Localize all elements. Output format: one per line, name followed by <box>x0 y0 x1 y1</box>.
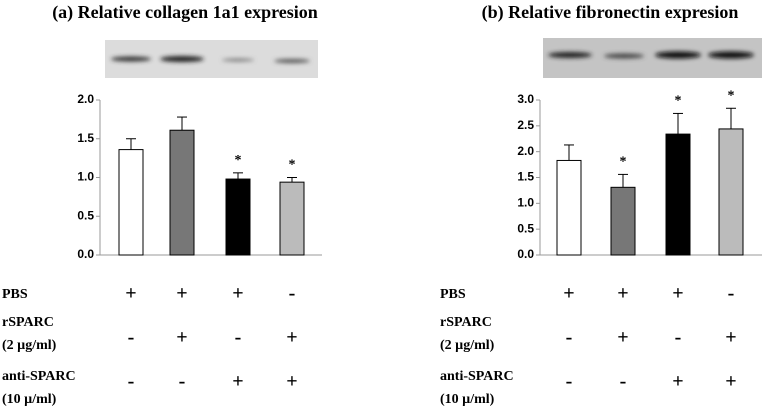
treatment-label: (2 µg/ml) <box>440 338 495 353</box>
treatment-label: (2 µg/ml) <box>2 338 57 353</box>
significance-mark: * <box>235 153 242 168</box>
treatment-sign: + <box>617 283 628 305</box>
chart-title: (b) Relative fibronectin expresion <box>482 2 739 23</box>
bar <box>225 178 251 256</box>
bar <box>665 133 691 256</box>
significance-mark: * <box>675 94 682 109</box>
blot-a <box>105 40 318 78</box>
treatment-label: anti-SPARC <box>2 369 76 384</box>
treatment-sign: + <box>725 327 736 349</box>
treatment-sign: + <box>672 371 683 393</box>
y-tick-label: 0.5 <box>77 208 94 222</box>
treatment-label: PBS <box>2 287 28 302</box>
treatment-sign: - <box>566 327 573 349</box>
treatment-sign: - <box>235 327 242 349</box>
treatment-sign: + <box>176 283 187 305</box>
treatment-sign: - <box>289 283 296 305</box>
treatment-sign: + <box>725 371 736 393</box>
bar <box>556 159 582 256</box>
treatment-sign: + <box>125 283 136 305</box>
treatment-label: (10 µ/ml) <box>440 392 495 407</box>
bar <box>279 181 305 256</box>
significance-mark: * <box>620 155 627 170</box>
treatment-sign: - <box>728 283 735 305</box>
treatment-sign: - <box>179 371 186 393</box>
treatment-sign: + <box>286 371 297 393</box>
treatment-sign: + <box>617 327 628 349</box>
treatment-sign: + <box>232 283 243 305</box>
treatment-label: PBS <box>440 287 466 302</box>
treatment-sign: + <box>563 283 574 305</box>
bar <box>118 149 144 256</box>
bar <box>169 129 195 256</box>
treatment-label: rSPARC <box>440 315 492 330</box>
treatment-sign: - <box>675 327 682 349</box>
y-tick-label: 2.5 <box>517 118 534 132</box>
y-tick-label: 1.0 <box>517 196 534 210</box>
significance-mark: * <box>289 158 296 173</box>
treatment-sign: + <box>286 327 297 349</box>
y-tick-label: 2.0 <box>517 144 534 158</box>
y-tick-label: 0.0 <box>517 247 534 261</box>
chart-title: (a) Relative collagen 1a1 expresion <box>52 2 318 23</box>
y-tick-label: 0.0 <box>77 247 94 261</box>
y-tick-label: 1.5 <box>77 131 94 145</box>
blot-b <box>543 38 762 78</box>
treatment-sign: - <box>566 371 573 393</box>
y-tick-label: 3.0 <box>517 92 534 106</box>
treatment-label: anti-SPARC <box>440 369 514 384</box>
treatment-sign: - <box>620 371 627 393</box>
y-tick-label: 2.0 <box>77 92 94 106</box>
treatment-sign: - <box>128 327 135 349</box>
treatment-sign: + <box>176 327 187 349</box>
treatment-sign: - <box>128 371 135 393</box>
bar <box>718 128 744 256</box>
bar <box>610 186 636 256</box>
treatment-sign: + <box>672 283 683 305</box>
treatment-label: rSPARC <box>2 315 54 330</box>
y-tick-label: 0.5 <box>517 221 534 235</box>
y-tick-label: 1.5 <box>517 170 534 184</box>
treatment-label: (10 µ/ml) <box>2 392 57 407</box>
treatment-sign: + <box>232 371 243 393</box>
significance-mark: * <box>728 88 735 103</box>
y-tick-label: 1.0 <box>77 170 94 184</box>
